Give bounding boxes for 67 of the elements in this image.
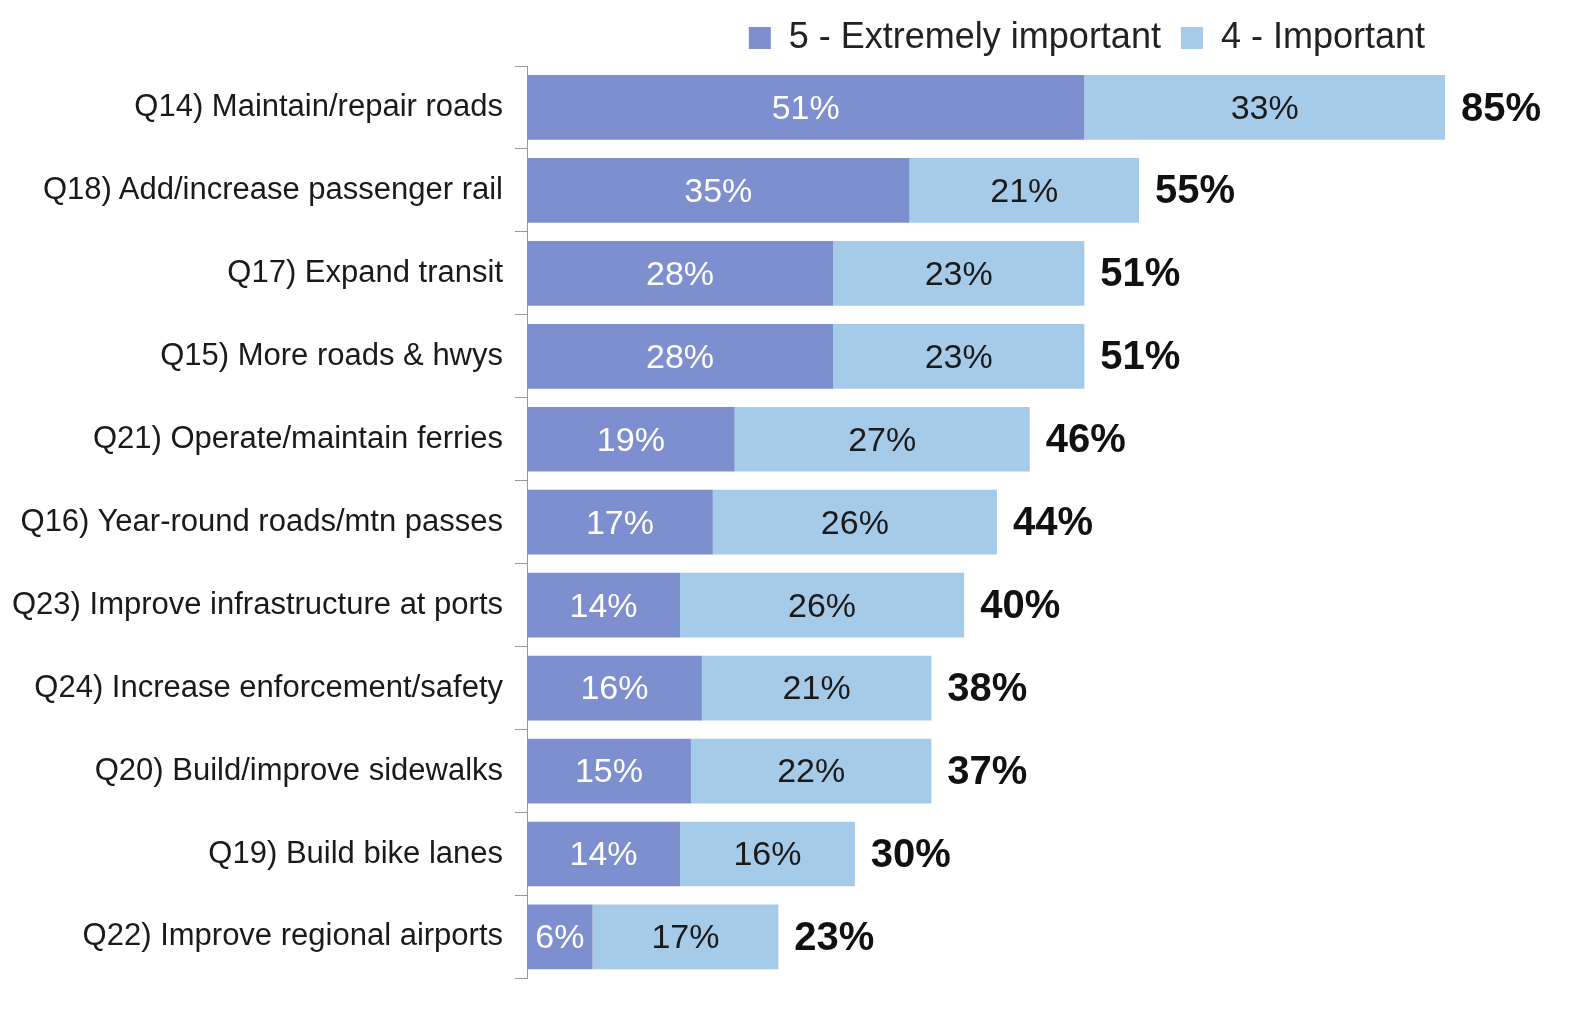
data-label: 21% [782, 668, 851, 707]
data-label: 28% [645, 253, 715, 292]
data-label: 15% [574, 751, 644, 790]
data-label: 17% [585, 502, 654, 541]
bar [712, 489, 997, 555]
total-label: 23% [794, 913, 875, 958]
total-label: 46% [1045, 416, 1126, 461]
data-label: 26% [820, 502, 889, 541]
bar [527, 241, 834, 306]
y-tick-label: Q16) Year-round roads/mtn passes [20, 502, 504, 538]
data-label: 21% [990, 170, 1059, 209]
data-label: 28% [645, 336, 715, 375]
legend-label: 4 - Important [1220, 14, 1426, 56]
data-label: 16% [580, 668, 649, 707]
data-label: 16% [733, 834, 802, 873]
y-tick-label: Q19) Build bike lanes [208, 834, 504, 870]
y-tick-label: Q17) Expand transit [227, 253, 504, 289]
total-label: 30% [870, 831, 951, 876]
data-label: 23% [924, 253, 993, 292]
y-tick-label: Q23) Improve infrastructure at ports [11, 585, 504, 621]
total-label: 44% [1012, 499, 1093, 544]
data-label: 6% [535, 917, 585, 956]
bar [690, 738, 932, 804]
data-label: 26% [788, 585, 857, 624]
data-label: 33% [1230, 87, 1299, 126]
data-label: 35% [684, 170, 753, 209]
data-label: 27% [848, 419, 917, 458]
total-label: 40% [980, 582, 1061, 627]
data-label: 19% [596, 419, 665, 458]
bar [527, 821, 681, 887]
bar [680, 572, 965, 638]
total-label: 51% [1100, 333, 1181, 378]
bar [1084, 75, 1445, 140]
data-label: 22% [777, 751, 846, 790]
y-tick-label: Q21) Operate/maintain ferries [92, 419, 504, 455]
bar [701, 655, 932, 721]
data-label: 14% [569, 585, 638, 624]
total-label: 55% [1155, 167, 1236, 212]
bar [734, 406, 1030, 472]
total-label: 85% [1461, 84, 1542, 129]
bar [527, 75, 1085, 140]
total-label: 38% [947, 665, 1028, 710]
data-label: 17% [651, 917, 720, 956]
bar [527, 406, 735, 472]
bar [909, 158, 1140, 223]
bar [527, 489, 713, 555]
bar [527, 323, 834, 389]
bar [527, 572, 681, 638]
total-label: 37% [947, 748, 1028, 793]
data-label: 51% [771, 87, 840, 126]
y-tick-label: Q24) Increase enforcement/safety [34, 668, 504, 704]
bar [527, 158, 910, 223]
y-tick-label: Q15) More roads & hwys [160, 336, 504, 372]
legend-label: 5 - Extremely important [788, 14, 1161, 56]
bar [680, 821, 855, 887]
y-tick-label: Q18) Add/increase passenger rail [42, 170, 504, 206]
total-label: 51% [1100, 250, 1181, 295]
y-tick-label: Q14) Maintain/repair roads [134, 88, 504, 124]
bar [527, 738, 691, 804]
bar [592, 904, 779, 970]
data-label: 14% [569, 834, 638, 873]
y-tick-label: Q22) Improve regional airports [82, 917, 504, 953]
y-tick-label: Q20) Build/improve sidewalks [94, 751, 504, 787]
bar [527, 655, 702, 721]
bar [833, 241, 1085, 306]
data-label: 23% [924, 336, 993, 375]
bar [833, 323, 1085, 389]
